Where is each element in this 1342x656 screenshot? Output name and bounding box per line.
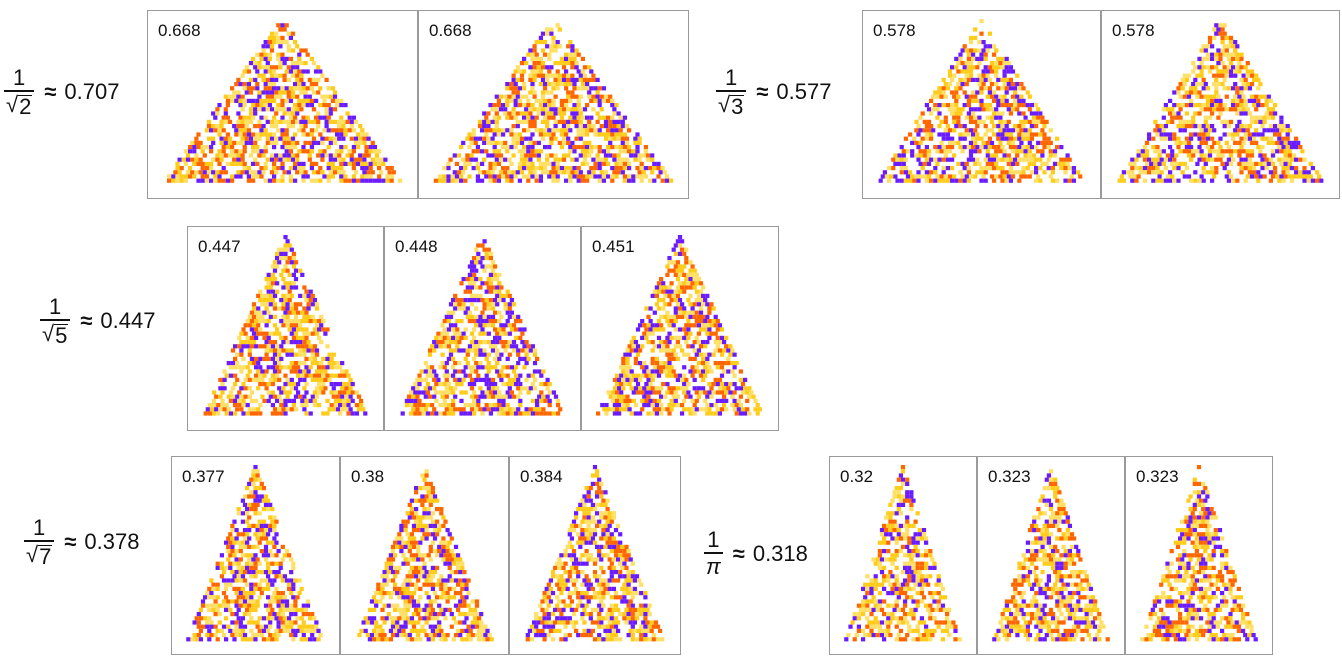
formula-inv-pi: 1 π ≈ 0.318 bbox=[704, 527, 808, 579]
formula-inv-sqrt3: 1 √ 3 ≈ 0.577 bbox=[716, 65, 832, 119]
fraction: 1 √ 2 bbox=[4, 66, 35, 118]
triangle-panel: 0.38 bbox=[340, 456, 509, 655]
fraction: 1 √ 5 bbox=[40, 295, 71, 347]
triangle-pattern bbox=[992, 469, 1110, 642]
triangle-panel: 0.323 bbox=[977, 456, 1125, 655]
triangle-pattern bbox=[596, 235, 762, 416]
triangle-panel: 0.447 bbox=[187, 226, 384, 431]
triangle-pattern bbox=[167, 23, 403, 183]
panel-value-label: 0.668 bbox=[158, 21, 201, 40]
triangle-pattern bbox=[525, 465, 665, 642]
fraction: 1 √ 3 bbox=[716, 66, 747, 118]
formula-inv-sqrt7: 1 √ 7 ≈ 0.378 bbox=[24, 515, 140, 569]
triangle-pattern bbox=[1117, 23, 1324, 183]
approx-value: 0.447 bbox=[100, 307, 156, 333]
triangle-pattern bbox=[186, 465, 323, 642]
approx-value: 0.577 bbox=[776, 78, 832, 104]
triangle-panel: 0.384 bbox=[509, 456, 681, 655]
formula-inv-sqrt2: 1 √ 2 ≈ 0.707 bbox=[4, 65, 120, 119]
panel-value-label: 0.32 bbox=[840, 467, 874, 486]
triangle-pattern bbox=[878, 19, 1083, 183]
fraction: 1 π bbox=[704, 527, 723, 579]
panel-value-label: 0.38 bbox=[351, 467, 385, 486]
triangle-panel: 0.668 bbox=[418, 10, 689, 199]
triangle-pattern bbox=[433, 23, 674, 183]
approx-value: 0.707 bbox=[64, 78, 120, 104]
approx-value: 0.378 bbox=[84, 528, 140, 554]
panel-value-label: 0.451 bbox=[592, 237, 635, 256]
panel-value-label: 0.377 bbox=[182, 467, 225, 486]
panel-value-label: 0.447 bbox=[198, 237, 241, 256]
triangle-panel: 0.377 bbox=[171, 456, 340, 655]
triangle-pattern bbox=[1140, 465, 1258, 642]
fraction: 1 √ 7 bbox=[24, 516, 55, 568]
panel-value-label: 0.448 bbox=[395, 237, 438, 256]
panel-value-label: 0.323 bbox=[1136, 467, 1179, 486]
panel-value-label: 0.323 bbox=[988, 467, 1031, 486]
panel-value-label: 0.384 bbox=[520, 467, 563, 486]
triangle-pattern bbox=[844, 465, 962, 642]
panel-value-label: 0.668 bbox=[429, 21, 472, 40]
approx-value: 0.318 bbox=[752, 540, 808, 566]
panel-value-label: 0.578 bbox=[1112, 21, 1155, 40]
triangle-pattern bbox=[203, 235, 368, 416]
triangle-pattern bbox=[400, 239, 563, 416]
panel-value-label: 0.578 bbox=[873, 21, 916, 40]
triangle-panel: 0.578 bbox=[1101, 10, 1340, 199]
triangle-panel: 0.451 bbox=[581, 226, 779, 431]
triangle-panel: 0.578 bbox=[862, 10, 1101, 199]
triangle-panel: 0.448 bbox=[384, 226, 581, 431]
triangle-panel: 0.668 bbox=[147, 10, 418, 199]
triangle-panel: 0.32 bbox=[829, 456, 977, 655]
triangle-pattern bbox=[357, 469, 494, 642]
triangle-panel: 0.323 bbox=[1125, 456, 1273, 655]
formula-inv-sqrt5: 1 √ 5 ≈ 0.447 bbox=[40, 294, 156, 348]
